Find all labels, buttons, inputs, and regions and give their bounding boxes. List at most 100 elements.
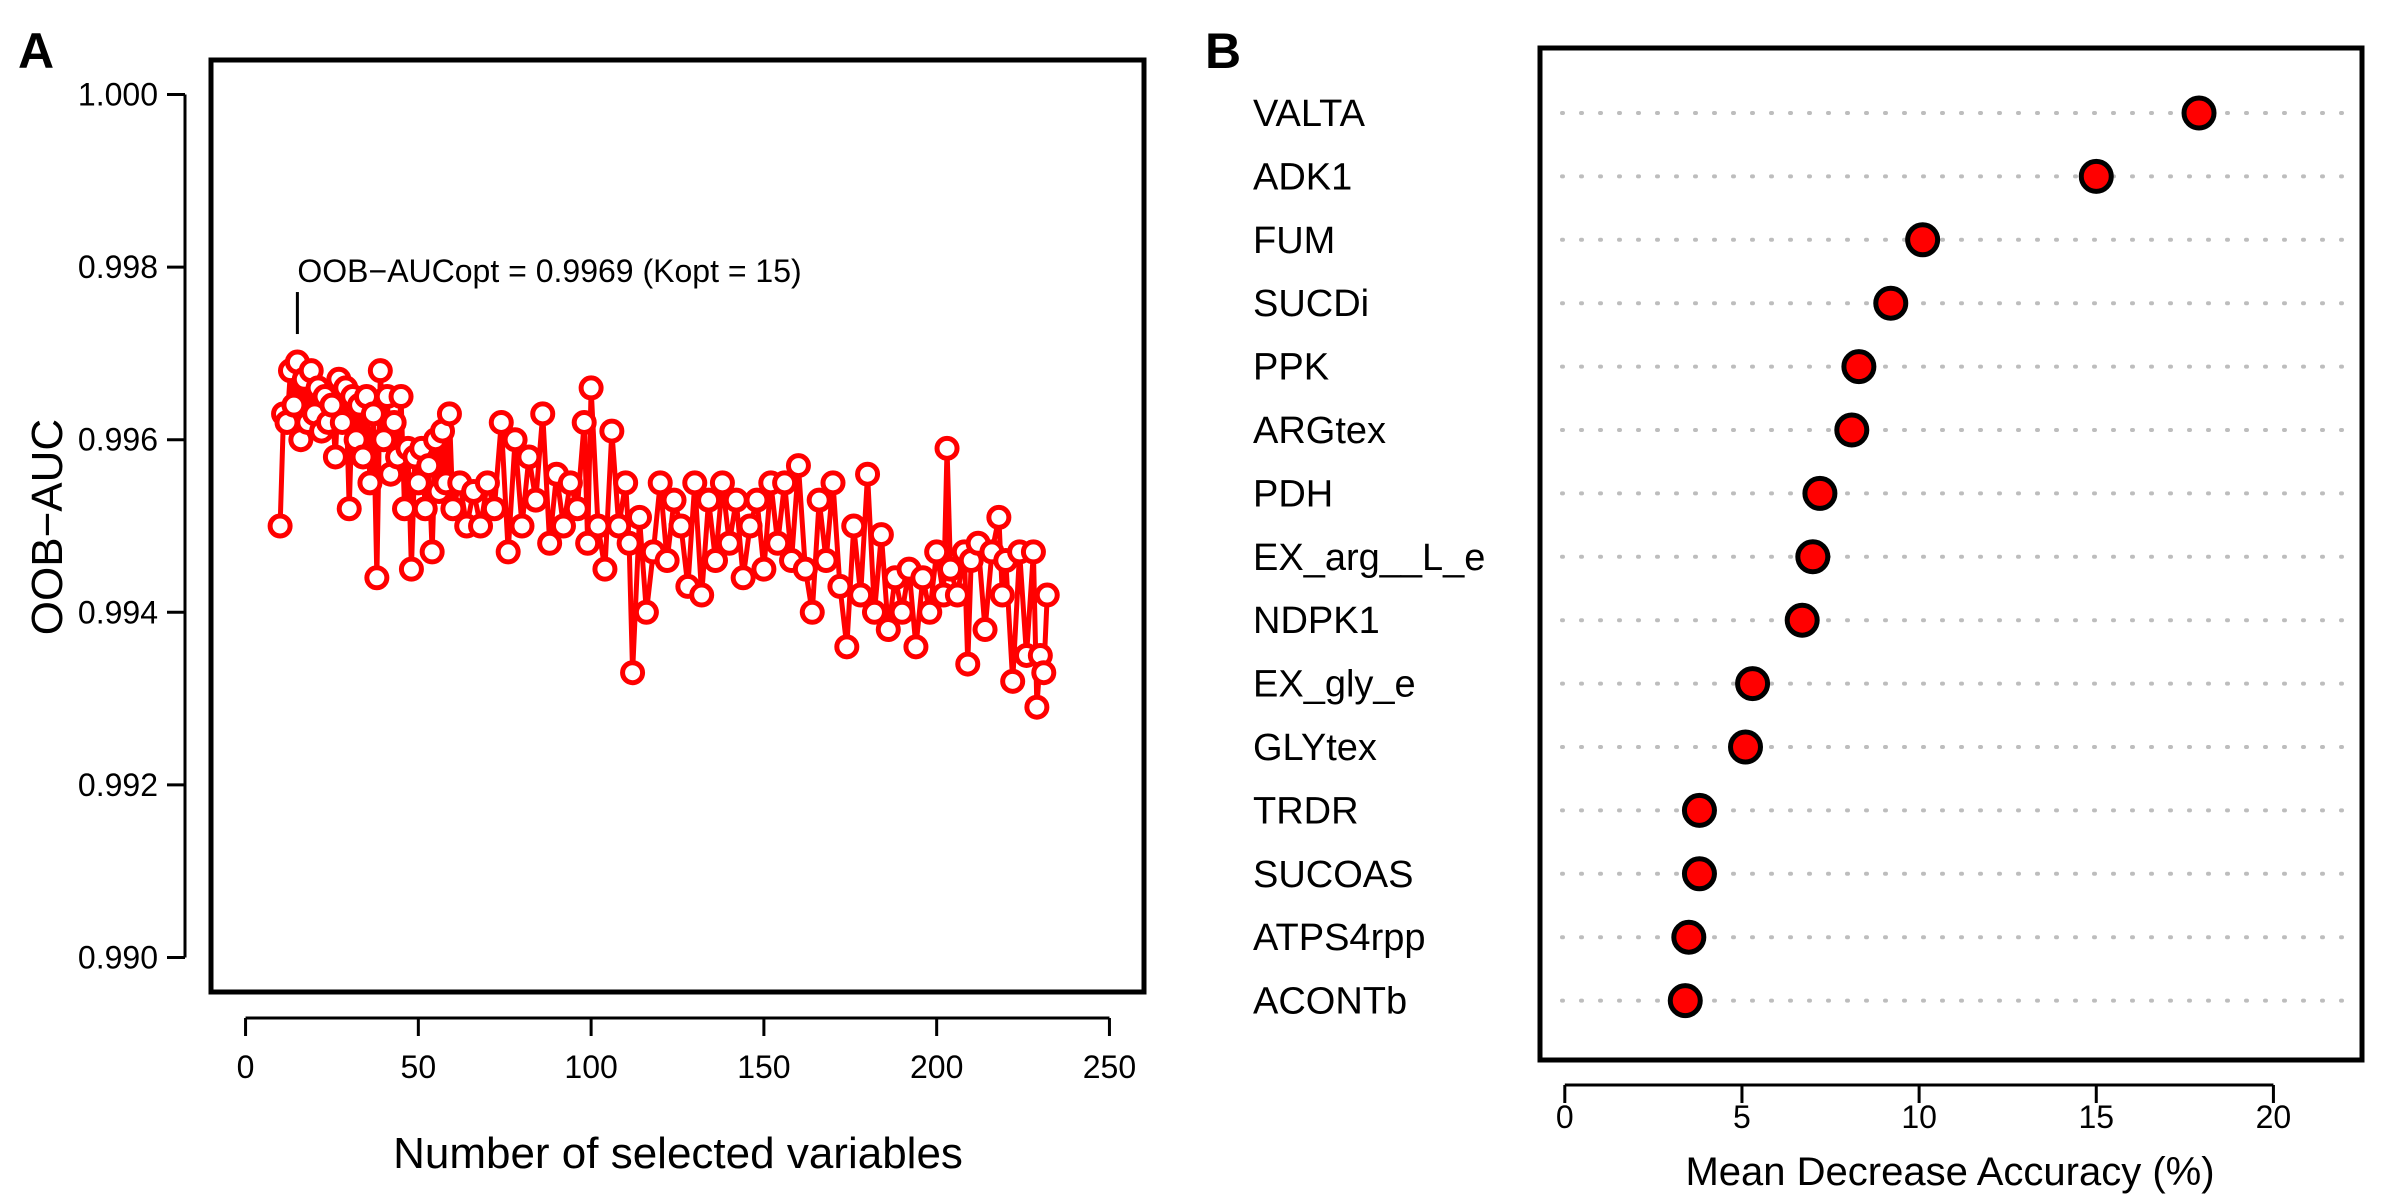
data-point	[989, 582, 1015, 608]
dotchart-row: FUM	[1253, 220, 2352, 262]
data-point	[806, 487, 832, 513]
data-point	[1031, 660, 1057, 686]
data-point	[903, 634, 929, 660]
data-point	[364, 565, 390, 591]
dotchart-row: VALTA	[1253, 93, 2352, 135]
data-point	[523, 487, 549, 513]
data-point	[972, 617, 998, 643]
data-point	[730, 565, 756, 591]
data-point	[616, 530, 642, 556]
x-tick-label: 10	[1901, 1099, 1937, 1135]
data-point	[944, 582, 970, 608]
row-label: VALTA	[1253, 93, 1366, 135]
data-point	[986, 504, 1012, 530]
data-point	[937, 556, 963, 582]
dotchart-row: PDH	[1253, 473, 2352, 515]
data-point	[606, 513, 632, 539]
data-point	[820, 470, 846, 496]
panel-b: B Mean Decrease Accuracy (%) 0 5 10 15 20 VA…	[1205, 23, 2365, 1194]
data-point	[827, 573, 853, 599]
row-label: NDPK1	[1253, 600, 1380, 642]
x-tick-label: 100	[564, 1049, 617, 1085]
dotchart-row: PPK	[1253, 347, 2352, 389]
data-point	[516, 444, 542, 470]
row-label: FUM	[1253, 220, 1335, 262]
dot-marker	[1795, 539, 1831, 575]
dotchart-row: TRDR	[1253, 790, 2352, 832]
data-point	[405, 470, 431, 496]
dot-marker	[1834, 412, 1870, 448]
dotchart-row: NDPK1	[1253, 600, 2352, 642]
row-label: EX_gly_e	[1253, 664, 1416, 706]
data-point	[689, 582, 715, 608]
row-label: ACONTb	[1253, 981, 1407, 1023]
data-point	[392, 496, 418, 522]
data-point	[571, 409, 597, 435]
data-point	[416, 453, 442, 479]
y-tick-label: 0.990	[78, 939, 158, 975]
row-label: SUCDi	[1253, 283, 1369, 325]
data-point	[744, 487, 770, 513]
dotchart-row: ARGtex	[1253, 410, 2352, 452]
data-point	[530, 401, 556, 427]
panel-a-x-axis: 0 50 100 150 200 250	[237, 1016, 1136, 1085]
data-point	[626, 504, 652, 530]
data-point	[592, 556, 618, 582]
data-point	[412, 496, 438, 522]
y-tick-label: 1.000	[78, 77, 158, 113]
y-tick-label: 0.996	[78, 422, 158, 458]
panel-a-label: A	[18, 23, 54, 79]
data-point	[388, 384, 414, 410]
data-point	[613, 470, 639, 496]
x-tick-label: 5	[1733, 1099, 1751, 1135]
data-point	[371, 427, 397, 453]
data-point	[367, 358, 393, 384]
data-point	[934, 435, 960, 461]
row-label: ATPS4rpp	[1253, 917, 1425, 959]
data-point	[336, 496, 362, 522]
data-point	[647, 470, 673, 496]
data-point	[474, 470, 500, 496]
panel-a-y-axis-title: OOB−AUC	[23, 419, 72, 635]
data-point	[751, 556, 777, 582]
panel-a-x-axis-title: Number of selected variables	[393, 1129, 963, 1178]
data-point	[1020, 539, 1046, 565]
data-point	[537, 530, 563, 556]
x-tick-label: 0	[1556, 1099, 1574, 1135]
data-point	[834, 634, 860, 660]
row-label: EX_arg__L_e	[1253, 537, 1485, 579]
x-tick-label: 0	[237, 1049, 255, 1085]
data-point	[509, 513, 535, 539]
data-point	[875, 617, 901, 643]
data-point	[578, 375, 604, 401]
data-point	[668, 513, 694, 539]
data-point	[350, 444, 376, 470]
dot-marker	[2181, 95, 2217, 131]
dot-marker	[1802, 475, 1838, 511]
annotation-text: OOB−AUCopt = 0.9969 (Kopt = 15)	[297, 253, 801, 289]
data-point	[868, 522, 894, 548]
dot-marker	[1671, 919, 1707, 955]
x-tick-label: 200	[910, 1049, 963, 1085]
y-tick-label: 0.992	[78, 767, 158, 803]
panel-a-series	[267, 349, 1060, 720]
row-label: ARGtex	[1253, 410, 1386, 452]
x-tick-label: 15	[2078, 1099, 2114, 1135]
data-point	[848, 582, 874, 608]
data-point	[723, 487, 749, 513]
data-point	[557, 470, 583, 496]
data-point	[889, 599, 915, 625]
dot-marker	[1728, 729, 1763, 765]
data-point	[381, 409, 407, 435]
row-label: ADK1	[1253, 156, 1352, 198]
data-point	[319, 392, 345, 418]
row-label: PDH	[1253, 473, 1333, 515]
data-point	[1024, 694, 1050, 720]
data-point	[1000, 668, 1026, 694]
data-point	[599, 418, 625, 444]
row-label: SUCOAS	[1253, 854, 1413, 896]
data-point	[955, 651, 981, 677]
data-point	[682, 470, 708, 496]
data-point	[398, 556, 424, 582]
panel-b-x-axis-title: Mean Decrease Accuracy (%)	[1685, 1150, 2214, 1194]
